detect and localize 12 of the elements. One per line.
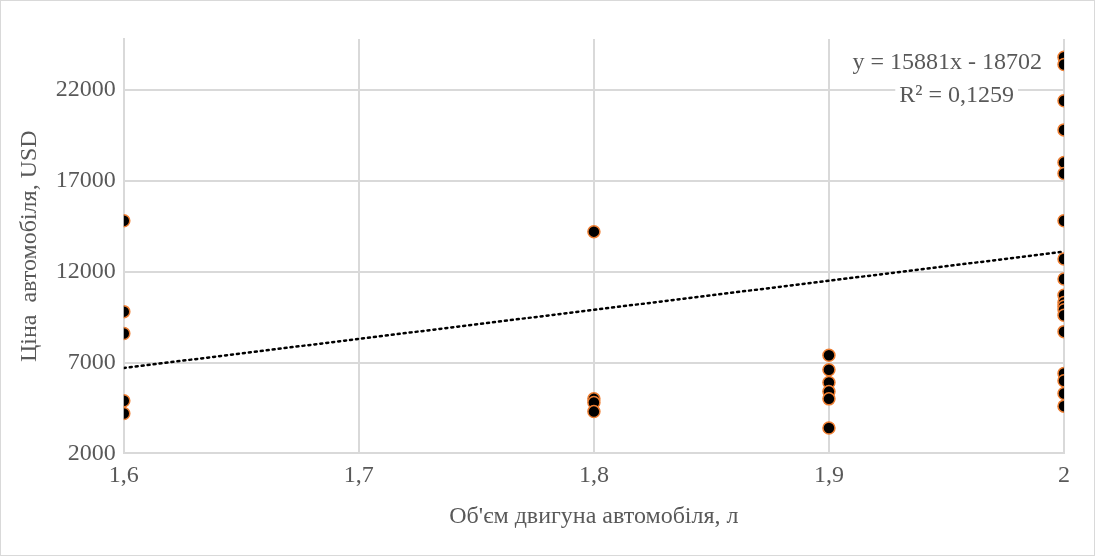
y-axis-title: Ціна автомобіля, USD bbox=[14, 130, 41, 363]
annotation: y = 15881x - 18702 bbox=[852, 48, 1042, 75]
y-tick-label: 22000 bbox=[55, 75, 116, 102]
y-tick-label: 17000 bbox=[55, 166, 116, 193]
y-tick-label: 7000 bbox=[67, 347, 116, 374]
x-axis-title: Об'єм двигуна автомобіля, л bbox=[449, 501, 739, 528]
x-tick-label: 1,8 bbox=[578, 461, 609, 488]
x-tick-label: 1,7 bbox=[343, 461, 374, 488]
x-tick-label: 1,9 bbox=[813, 461, 844, 488]
y-tick-label: 12000 bbox=[55, 256, 116, 283]
annotation: R² = 0,1259 bbox=[899, 81, 1014, 108]
x-tick-label: 2 bbox=[1058, 461, 1070, 488]
